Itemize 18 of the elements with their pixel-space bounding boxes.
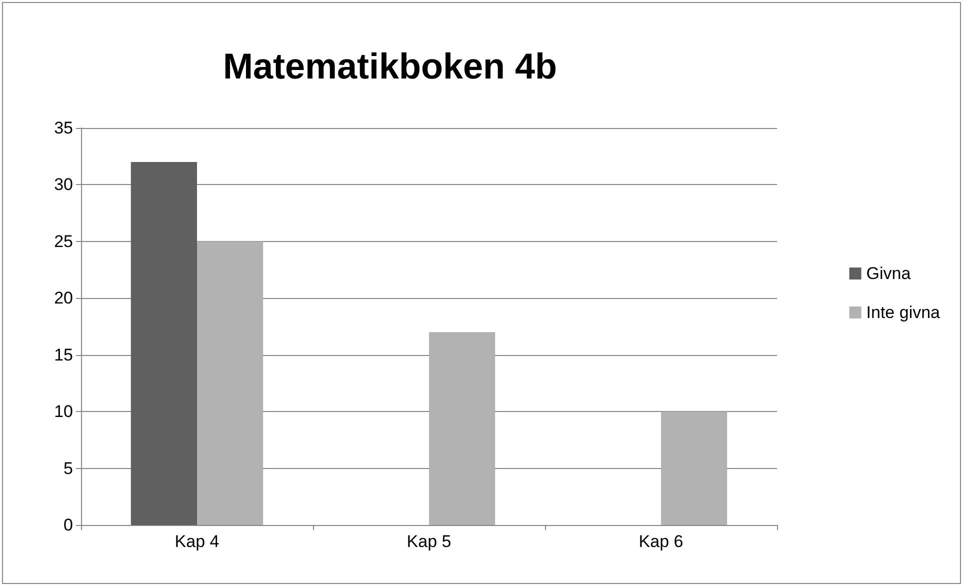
legend-label: Inte givna bbox=[866, 303, 941, 322]
y-tick-label: 30 bbox=[54, 175, 73, 194]
x-tick-label: Kap 5 bbox=[406, 532, 452, 551]
bar bbox=[661, 412, 728, 525]
y-tick-label: 35 bbox=[54, 118, 73, 138]
y-tick-label: 20 bbox=[54, 288, 73, 308]
bar bbox=[429, 332, 496, 525]
y-tick-label: 15 bbox=[54, 345, 73, 364]
x-tick-label: Kap 4 bbox=[174, 532, 220, 551]
bar bbox=[197, 241, 264, 525]
y-tick-label: 5 bbox=[64, 458, 73, 478]
y-tick-label: 0 bbox=[64, 516, 73, 534]
x-tick-label: Kap 6 bbox=[638, 532, 684, 551]
legend-label: Givna bbox=[866, 264, 912, 283]
bar bbox=[130, 162, 197, 525]
chart-title: Matematikboken 4b bbox=[222, 46, 558, 86]
y-tick-label: 25 bbox=[54, 232, 73, 251]
y-tick-label: 10 bbox=[54, 402, 73, 422]
